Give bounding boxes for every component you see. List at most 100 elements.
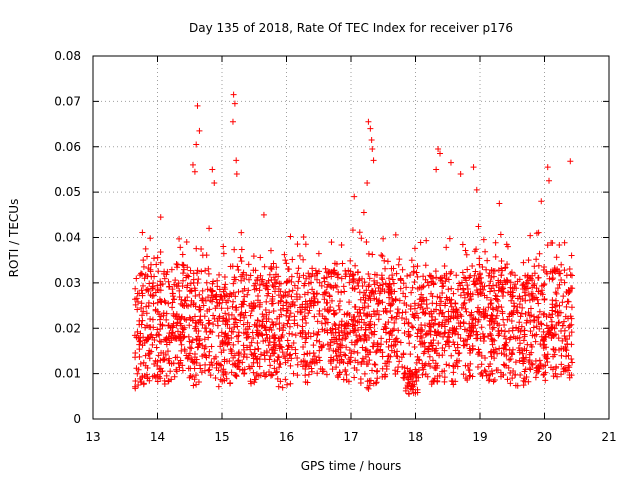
data-point <box>195 276 202 283</box>
x-tick-label: 20 <box>537 430 552 444</box>
data-point <box>492 253 499 260</box>
data-point <box>406 370 413 377</box>
data-point <box>445 308 452 315</box>
data-point <box>378 274 385 281</box>
data-point <box>544 164 551 171</box>
data-point <box>300 256 307 263</box>
data-point <box>410 263 417 270</box>
data-point <box>254 317 261 324</box>
data-point <box>318 282 325 289</box>
data-point <box>139 292 146 299</box>
data-point <box>375 316 382 323</box>
data-point <box>253 329 260 336</box>
data-point <box>217 293 224 300</box>
data-point <box>455 331 462 338</box>
data-point <box>407 351 414 358</box>
data-point <box>550 346 557 353</box>
data-point <box>242 309 249 316</box>
data-point <box>383 338 390 345</box>
data-point <box>414 333 421 340</box>
data-point <box>432 365 439 372</box>
data-point <box>475 346 482 353</box>
data-point <box>346 312 353 319</box>
data-point <box>139 317 146 324</box>
data-point <box>498 373 505 380</box>
data-point <box>147 261 154 268</box>
data-point <box>504 261 511 268</box>
data-point <box>308 359 315 366</box>
data-point <box>200 302 207 309</box>
data-point <box>282 359 289 366</box>
data-point <box>397 285 404 292</box>
data-point <box>375 298 382 305</box>
data-point <box>360 209 367 216</box>
data-point <box>140 282 147 289</box>
data-point <box>296 252 303 259</box>
data-point <box>368 136 375 143</box>
data-point <box>506 313 513 320</box>
data-point <box>323 371 330 378</box>
data-point <box>290 370 297 377</box>
data-point <box>134 306 141 313</box>
data-point <box>175 283 182 290</box>
data-point <box>392 336 399 343</box>
data-point <box>482 368 489 375</box>
data-point <box>486 270 493 277</box>
data-point <box>507 369 514 376</box>
data-point <box>273 279 280 286</box>
data-point <box>317 343 324 350</box>
data-point <box>276 280 283 287</box>
data-point <box>285 317 292 324</box>
data-point <box>192 372 199 379</box>
data-point <box>338 242 345 249</box>
data-point <box>490 378 497 385</box>
data-point <box>220 250 227 257</box>
data-point <box>218 362 225 369</box>
data-point <box>342 368 349 375</box>
data-point <box>176 316 183 323</box>
data-point <box>436 372 443 379</box>
data-point <box>445 329 452 336</box>
data-point <box>453 359 460 366</box>
data-point <box>221 340 228 347</box>
data-point <box>211 180 218 187</box>
data-point <box>269 345 276 352</box>
data-point <box>191 168 198 175</box>
data-point <box>408 323 415 330</box>
x-tick-label: 13 <box>85 430 100 444</box>
data-point <box>247 365 254 372</box>
data-point <box>178 322 185 329</box>
data-point <box>502 265 509 272</box>
data-point <box>457 323 464 330</box>
data-point <box>388 265 395 272</box>
data-point <box>478 369 485 376</box>
data-point <box>145 336 152 343</box>
data-point <box>241 285 248 292</box>
data-point <box>257 254 264 261</box>
data-point <box>367 324 374 331</box>
data-point <box>370 291 377 298</box>
data-point <box>562 344 569 351</box>
data-point <box>190 359 197 366</box>
data-point <box>553 290 560 297</box>
data-point <box>433 274 440 281</box>
data-point <box>241 370 248 377</box>
data-point <box>201 336 208 343</box>
data-point <box>421 322 428 329</box>
data-point <box>480 333 487 340</box>
data-point <box>549 297 556 304</box>
data-point <box>426 323 433 330</box>
data-point <box>541 351 548 358</box>
data-point <box>509 289 516 296</box>
data-point <box>526 312 533 319</box>
data-point <box>180 326 187 333</box>
y-axis-label: ROTI / TECUs <box>7 199 21 278</box>
data-point <box>227 290 234 297</box>
data-point <box>160 310 167 317</box>
data-point <box>157 249 164 256</box>
data-point <box>535 274 542 281</box>
data-point <box>291 317 298 324</box>
data-point <box>461 342 468 349</box>
data-point <box>467 312 474 319</box>
data-point <box>172 334 179 341</box>
